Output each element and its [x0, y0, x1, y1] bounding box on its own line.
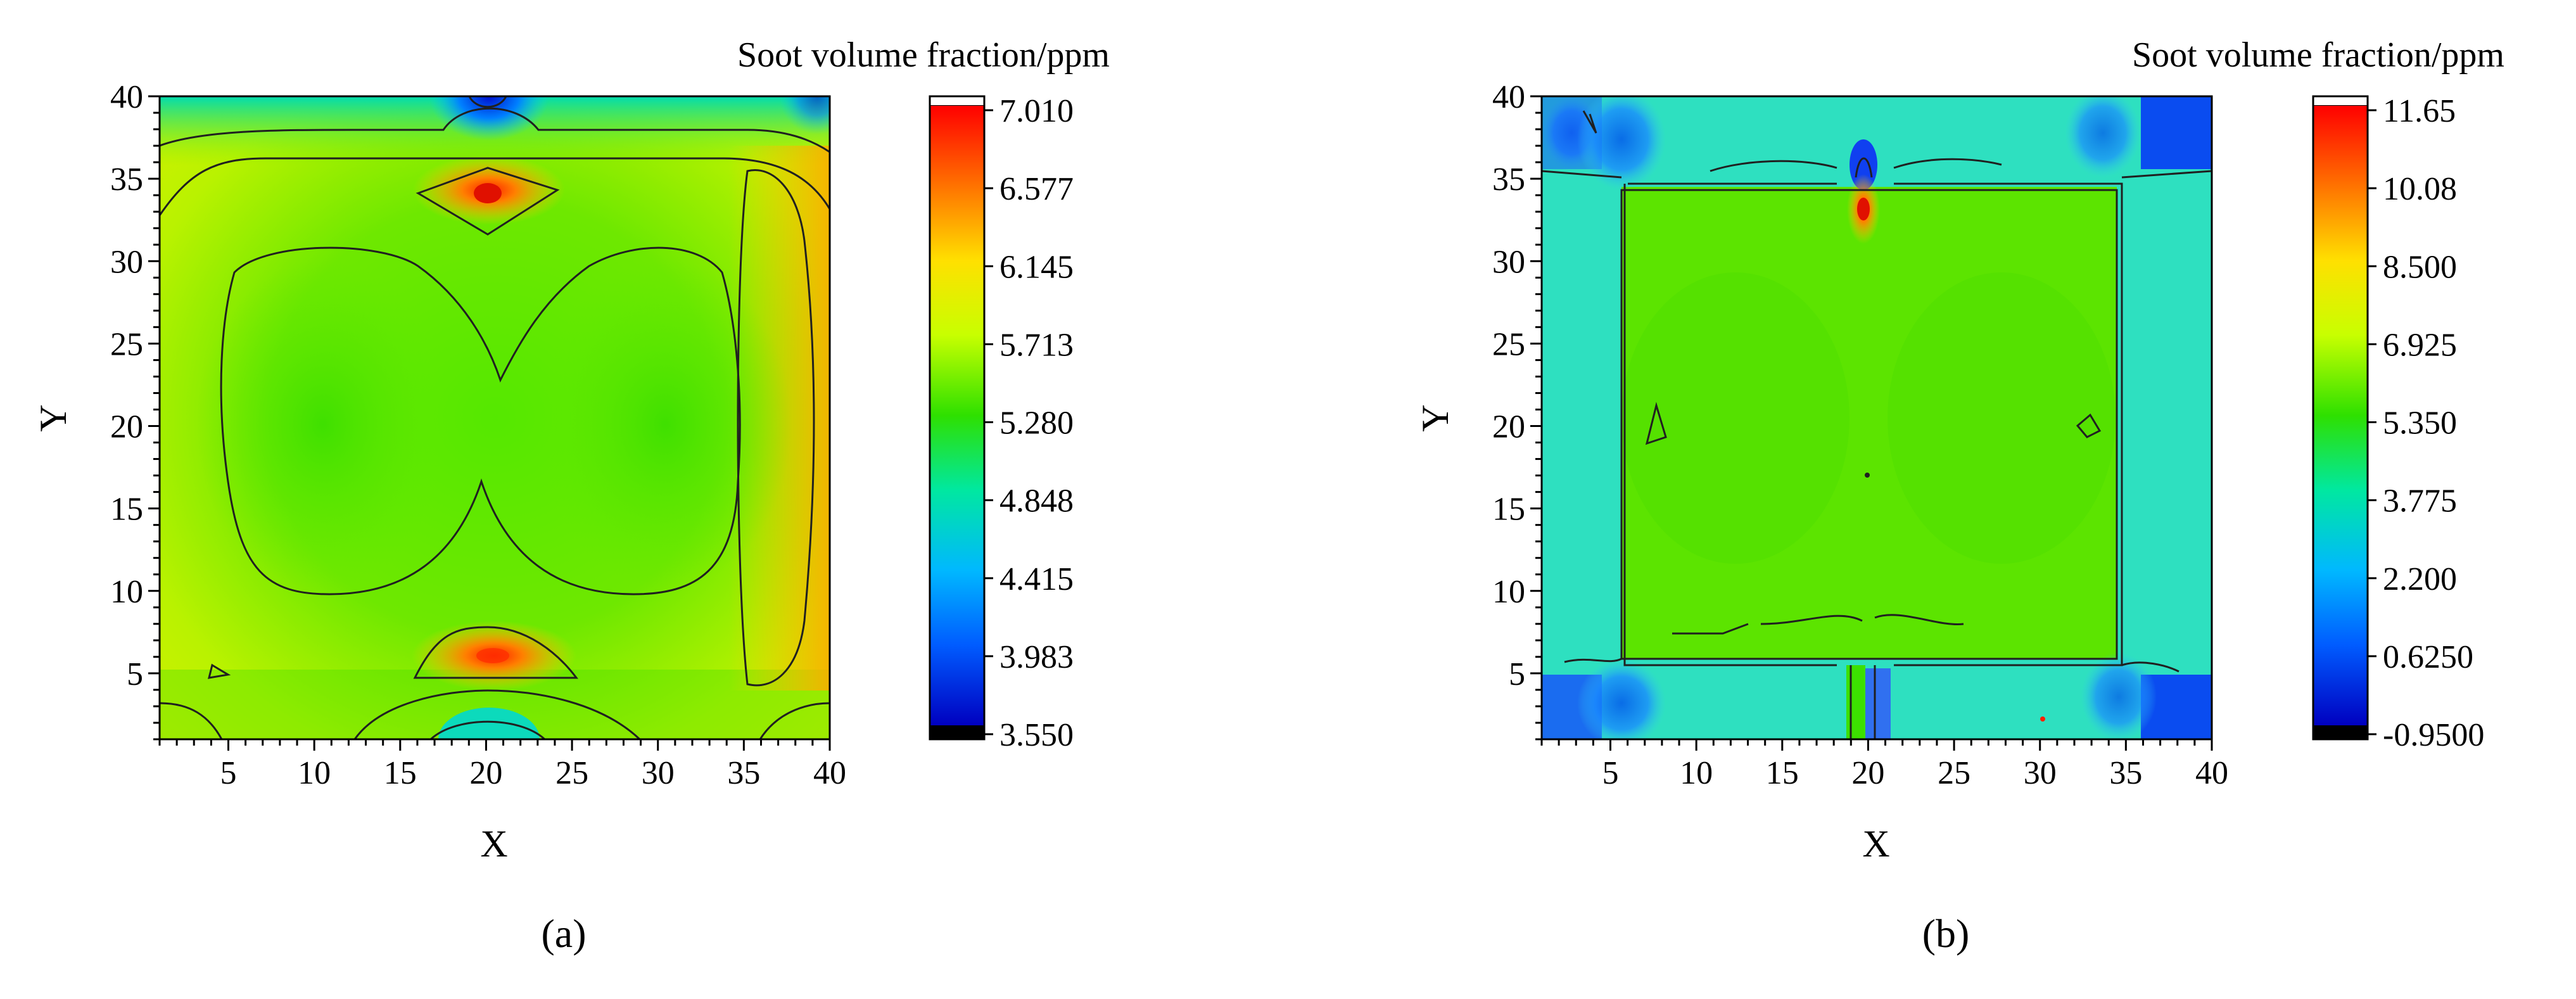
y-tick-label: 25	[110, 326, 143, 362]
y-tick-label: 30	[1492, 244, 1525, 280]
x-tick-label: 30	[642, 755, 675, 791]
x-tick-label: 35	[2109, 755, 2142, 791]
colorbar-tick-label: 8.500	[2383, 249, 2457, 285]
colorbar-title-a: Soot volume fraction/ppm	[737, 35, 1110, 75]
x-tick-label: 5	[220, 755, 237, 791]
colorbar-tick-label: 5.350	[2383, 405, 2457, 442]
x-tick-label: 40	[2195, 755, 2228, 791]
plot-frame-b	[1540, 95, 2213, 741]
tick-labels-a: 5 10 15 20 25 30 35 40 5 10 15 20 25 30 35 40	[110, 79, 846, 791]
x-tick-label: 5	[1602, 755, 1619, 791]
colorbar-tick-label: 2.200	[2383, 561, 2457, 597]
x-axis-label-b: X	[1862, 823, 1889, 865]
tick-marks-a	[148, 95, 831, 751]
chart-panel-b: 5 10 15 20 25 30 35 40 5 10 15 20 25 30 35 40 X Y 11.65…	[1414, 35, 2504, 956]
x-tick-label: 10	[298, 755, 331, 791]
tick-labels-b: 5 10 15 20 25 30 35 40 5 10 15 20 25 30 35 40	[1492, 79, 2228, 791]
y-tick-label: 25	[1492, 326, 1525, 362]
x-axis-label-a: X	[480, 823, 507, 865]
heatmap-a	[160, 96, 830, 739]
y-tick-label: 20	[110, 409, 143, 445]
colorbar-b	[2313, 106, 2368, 725]
colorbar-tick-label: 0.6250	[2383, 639, 2473, 675]
colorbar-over-a	[929, 96, 985, 106]
x-tick-label: 35	[727, 755, 760, 791]
heatmap-b	[1542, 96, 2212, 739]
colorbar-tick-label: 4.848	[999, 483, 1074, 519]
colorbar-tick-label: 3.550	[999, 717, 1074, 753]
y-tick-label: 40	[110, 79, 143, 115]
y-tick-label: 5	[127, 656, 143, 692]
y-tick-label: 35	[110, 162, 143, 198]
chart-panel-a: 5 10 15 20 25 30 35 40 5 10 15 20 25 30 35 40 X Y 7.010…	[32, 35, 1110, 956]
y-tick-label: 15	[110, 492, 143, 528]
x-tick-label: 20	[1851, 755, 1884, 791]
x-tick-label: 20	[469, 755, 502, 791]
colorbar-tick-label: 4.415	[999, 561, 1074, 597]
y-tick-label: 15	[1492, 492, 1525, 528]
y-tick-label: 5	[1509, 656, 1525, 692]
y-axis-label-a: Y	[32, 404, 74, 431]
y-tick-label: 40	[1492, 79, 1525, 115]
panel-label-a: (a)	[541, 911, 586, 956]
x-tick-label: 15	[384, 755, 417, 791]
colorbar-tick-label: 6.145	[999, 249, 1074, 285]
colorbar-tick-label: 5.280	[999, 405, 1074, 442]
tick-marks-b	[1530, 95, 2213, 751]
x-tick-label: 30	[2024, 755, 2057, 791]
colorbar-tick-label: 3.775	[2383, 483, 2457, 519]
colorbar-tick-label: 11.65	[2383, 93, 2456, 129]
colorbar-under-b	[2313, 725, 2368, 739]
colorbar-title-b: Soot volume fraction/ppm	[2132, 35, 2504, 75]
x-tick-label: 25	[555, 755, 588, 791]
x-tick-label: 10	[1680, 755, 1713, 791]
colorbar-tick-labels-b: 11.65 10.08 8.500 6.925 5.350 3.775 2.200 0.625…	[2368, 93, 2484, 753]
colorbar-tick-label: 7.010	[999, 93, 1074, 129]
x-tick-label: 15	[1766, 755, 1799, 791]
plot-frame-a	[158, 95, 831, 741]
y-axis-label-b: Y	[1414, 404, 1456, 431]
colorbar-tick-labels-a: 7.010 6.577 6.145 5.713 5.280 4.848 4.415 3.983…	[984, 93, 1074, 753]
x-tick-label: 25	[1938, 755, 1970, 791]
colorbar-under-a	[930, 725, 984, 739]
colorbar-tick-label: 10.08	[2383, 171, 2457, 207]
colorbar-over-b	[2313, 96, 2368, 106]
y-tick-label: 30	[110, 244, 143, 280]
y-tick-label: 20	[1492, 409, 1525, 445]
colorbar-tick-label: 6.577	[999, 171, 1074, 207]
y-tick-label: 35	[1492, 162, 1525, 198]
y-tick-label: 10	[1492, 574, 1525, 610]
colorbar-tick-label: 6.925	[2383, 327, 2457, 363]
colorbar-tick-label: 3.983	[999, 639, 1074, 675]
x-tick-label: 40	[813, 755, 846, 791]
colorbar-tick-label: -0.9500	[2383, 717, 2484, 753]
y-tick-label: 10	[110, 574, 143, 610]
panel-label-b: (b)	[1922, 911, 1970, 956]
colorbar-a	[930, 106, 984, 725]
colorbar-tick-label: 5.713	[999, 327, 1074, 363]
